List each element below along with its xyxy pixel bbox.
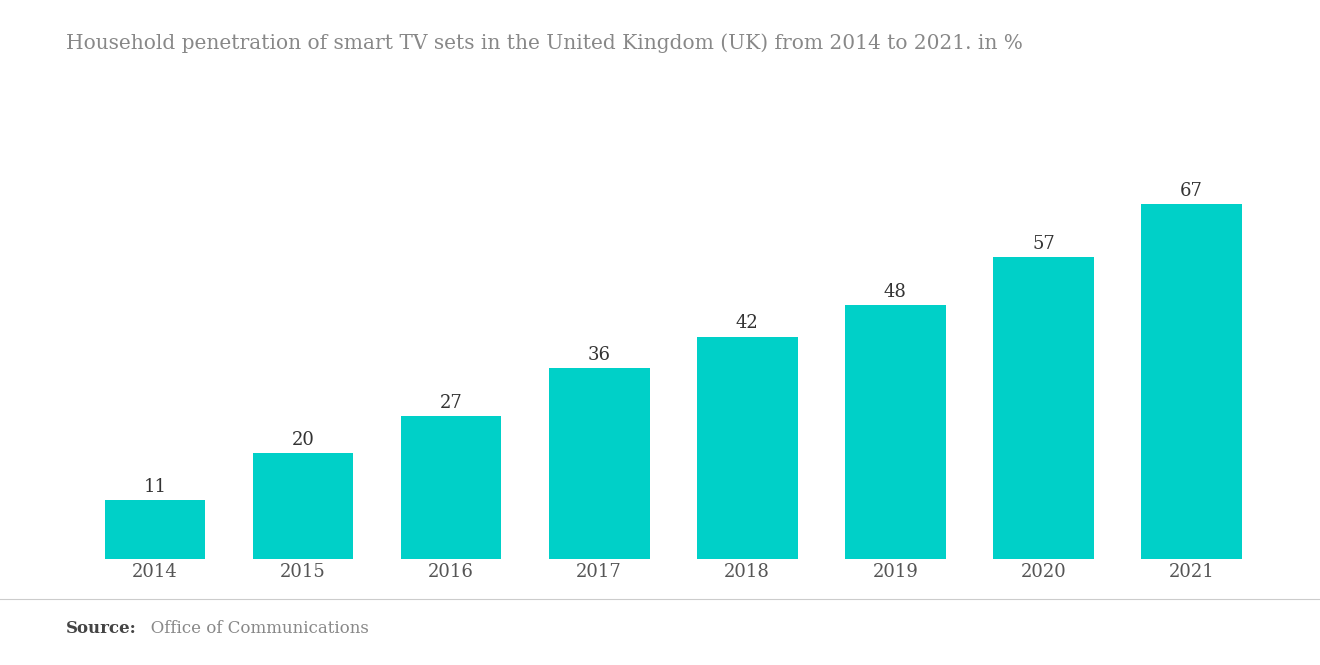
- Bar: [993, 257, 1094, 559]
- Text: 67: 67: [1180, 182, 1203, 200]
- Bar: [252, 453, 354, 559]
- Text: 20: 20: [292, 431, 314, 449]
- Bar: [104, 501, 205, 559]
- Text: 27: 27: [440, 394, 462, 412]
- Bar: [549, 368, 649, 559]
- Bar: [697, 336, 797, 559]
- Text: Household penetration of smart TV sets in the United Kingdom (UK) from 2014 to 2: Household penetration of smart TV sets i…: [66, 33, 1023, 53]
- Text: Office of Communications: Office of Communications: [135, 620, 368, 637]
- Text: 57: 57: [1032, 235, 1055, 253]
- Text: Source:: Source:: [66, 620, 137, 637]
- Bar: [1142, 204, 1242, 559]
- Text: 11: 11: [144, 478, 166, 496]
- Text: 48: 48: [884, 283, 907, 301]
- Bar: [401, 416, 502, 559]
- Text: 42: 42: [735, 315, 759, 332]
- Bar: [845, 305, 945, 559]
- Text: 36: 36: [587, 346, 611, 364]
